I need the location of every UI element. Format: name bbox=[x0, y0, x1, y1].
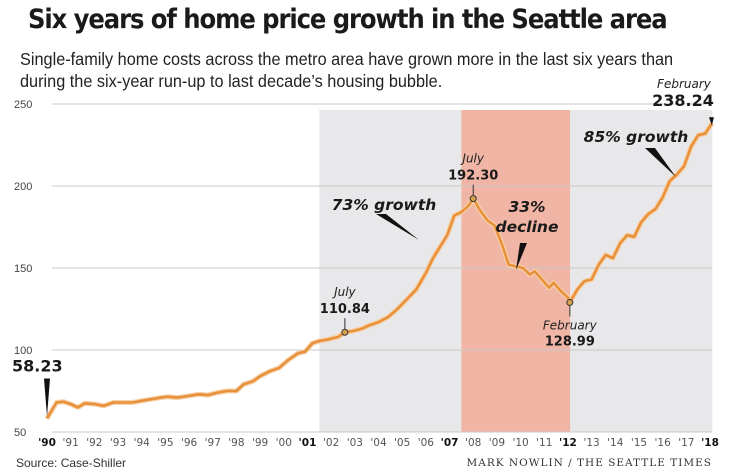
chart-subtitle: Single-family home costs across the metr… bbox=[20, 49, 674, 91]
shaded-periods bbox=[319, 110, 713, 432]
x-tick-label: '15 bbox=[631, 437, 647, 449]
x-tick-label: '02 bbox=[323, 437, 339, 449]
series-line bbox=[45, 122, 713, 420]
y-tick-label: 100 bbox=[14, 345, 32, 357]
x-tick-label: '94 bbox=[134, 437, 151, 449]
x-tick-label: '93 bbox=[110, 437, 126, 449]
callout-pointer bbox=[645, 148, 676, 177]
callout-growth-73: 73% growth bbox=[332, 196, 437, 214]
x-tick-label: '97 bbox=[205, 437, 221, 449]
x-tick-label: '07 bbox=[441, 437, 459, 449]
shade-decline-2007-2012 bbox=[461, 110, 571, 432]
x-tick-label: '11 bbox=[536, 437, 552, 449]
callout-growth-85: 85% growth bbox=[584, 128, 689, 146]
x-tick-label: '05 bbox=[394, 437, 410, 449]
annotation-month: February bbox=[657, 77, 712, 91]
x-tick-label: '17 bbox=[678, 437, 694, 449]
callout-decline-33: 33% bbox=[508, 198, 545, 216]
x-tick-label: '12 bbox=[559, 437, 577, 449]
x-tick-label: '00 bbox=[276, 437, 292, 449]
x-tick-label: '18 bbox=[701, 437, 719, 449]
annotation-value: 192.30 bbox=[448, 169, 498, 184]
x-tick-label: '96 bbox=[181, 437, 198, 449]
annotation-value: 110.84 bbox=[320, 302, 370, 317]
annotation-marker bbox=[566, 298, 574, 306]
annotation-month: February bbox=[543, 318, 598, 332]
pointer-end bbox=[708, 117, 714, 126]
x-tick-label: '90 bbox=[38, 437, 56, 449]
annotation-value: 238.24 bbox=[652, 91, 714, 110]
x-tick-label: '95 bbox=[157, 437, 173, 449]
callout-pointer bbox=[376, 214, 419, 240]
x-tick-label: '09 bbox=[489, 437, 505, 449]
annotation-month: July bbox=[332, 285, 356, 299]
annotations-layer: 58.23 July 110.84 July 192.30 February 128.99 F… bbox=[12, 77, 714, 417]
x-tick-label: '13 bbox=[583, 437, 599, 449]
y-tick-label: 250 bbox=[14, 99, 32, 111]
x-tick-label: '01 bbox=[299, 437, 317, 449]
shade-growth-2012-2018 bbox=[570, 110, 713, 432]
y-axis-ticks: 250 200 150 100 50 bbox=[14, 99, 32, 439]
x-tick-label: '14 bbox=[607, 437, 624, 449]
callout-decline-33: decline bbox=[496, 218, 559, 236]
x-tick-label: '98 bbox=[228, 437, 244, 449]
annotation-value: 128.99 bbox=[545, 334, 595, 349]
x-tick-label: '03 bbox=[347, 437, 363, 449]
x-tick-label: '16 bbox=[655, 437, 672, 449]
x-tick-label: '91 bbox=[63, 437, 79, 449]
chart-title: Six years of home price growth in the Se… bbox=[28, 4, 668, 35]
series-layer bbox=[44, 121, 714, 420]
y-tick-label: 50 bbox=[14, 427, 26, 439]
x-tick-label: '99 bbox=[252, 437, 268, 449]
pointer-start bbox=[44, 378, 50, 417]
callout-pointer bbox=[516, 243, 527, 270]
x-tick-label: '10 bbox=[512, 437, 528, 449]
y-tick-label: 200 bbox=[14, 181, 32, 193]
x-tick-label: '06 bbox=[418, 437, 435, 449]
x-tick-label: '92 bbox=[86, 437, 102, 449]
y-tick-label: 150 bbox=[14, 263, 32, 275]
annotation-marker bbox=[469, 195, 477, 203]
gridlines bbox=[52, 103, 712, 433]
annotation-marker bbox=[341, 328, 349, 336]
x-tick-label: '04 bbox=[370, 437, 387, 449]
x-axis-ticks: '90 '91 '92 '93 '94 '95 '96 '97 '98 '99 '00 '01 '02 '… bbox=[38, 437, 719, 449]
annotation-month: July bbox=[460, 152, 484, 166]
annotation-start-value: 58.23 bbox=[12, 357, 63, 376]
source-note: Source: Case-Shiller bbox=[16, 456, 127, 470]
credit-line: MARK NOWLIN / THE SEATTLE TIMES bbox=[466, 457, 712, 469]
shade-growth-2001-2007 bbox=[319, 110, 462, 432]
x-tick-label: '08 bbox=[465, 437, 481, 449]
